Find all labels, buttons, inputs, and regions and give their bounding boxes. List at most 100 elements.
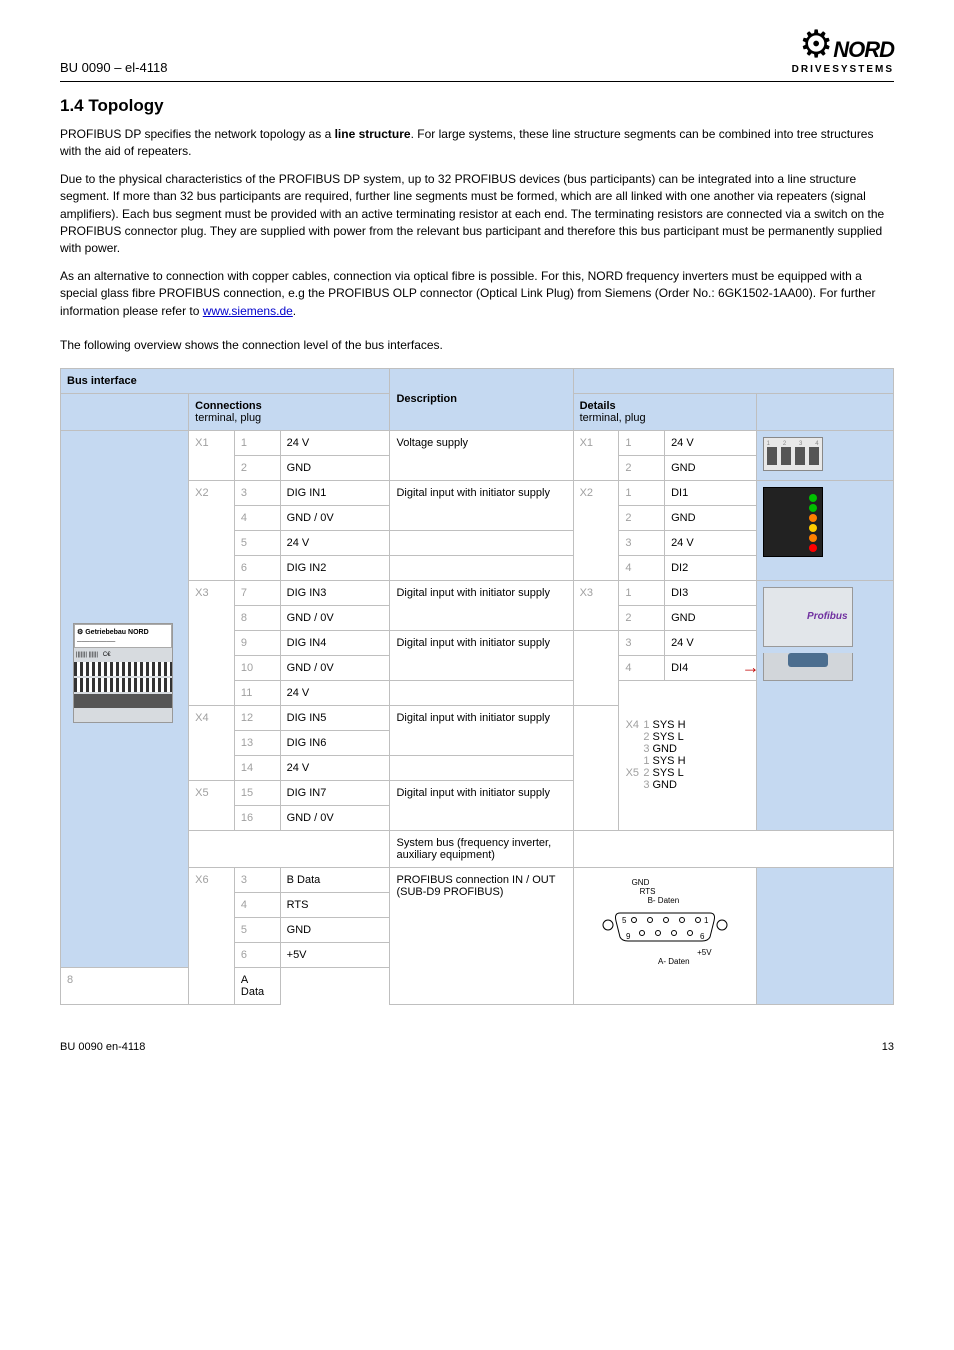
c-d: DIG IN1: [280, 480, 390, 505]
intro-paragraph-3: As an alternative to connection with cop…: [60, 268, 894, 320]
d-x4x5-block: X4 X5 1 SYS H 2 SYS L 3 GND 1 SYS H 2 SY…: [619, 680, 756, 830]
d-d: GND: [665, 455, 757, 480]
svg-text:6: 6: [700, 932, 705, 941]
c-t: X3: [189, 580, 235, 705]
c-n: 9: [234, 630, 280, 655]
d-n: 2: [619, 455, 665, 480]
gear-icon: ⚙: [799, 24, 833, 66]
c-desc: Digital input with initiator supply: [390, 780, 573, 830]
dn: 2: [643, 731, 649, 743]
c-t: X2: [189, 480, 235, 580]
sub-paragraph: The following overview shows the connect…: [60, 338, 894, 352]
c-d: A Data: [234, 967, 280, 1004]
c-desc: Digital input with initiator supply: [390, 480, 573, 530]
c-desc-x6: PROFIBUS connection IN / OUT (SUB-D9 PRO…: [390, 867, 573, 1004]
page-footer: BU 0090 en-4118 13: [60, 1041, 894, 1053]
c-d: GND: [280, 917, 390, 942]
c-desc: Voltage supply: [390, 430, 573, 480]
d-d: DI1: [665, 480, 757, 505]
c-n: 1: [234, 430, 280, 455]
header-logo: ⚙NORD DRIVESYSTEMS: [784, 30, 894, 75]
th-conn-1: Connections: [195, 400, 262, 412]
dd: SYS L: [653, 731, 684, 743]
c-n: 4: [234, 892, 280, 917]
d-t-x5: X5: [625, 767, 639, 779]
footer-right: 13: [882, 1041, 894, 1053]
c-n: 13: [234, 730, 280, 755]
th-blank-left: [61, 393, 189, 430]
lbl: RTS: [632, 887, 730, 896]
c-n: 4: [234, 505, 280, 530]
c-d: 24 V: [280, 430, 390, 455]
c-n: 2: [234, 455, 280, 480]
d-t: X3: [573, 580, 619, 630]
lbl: GND: [632, 878, 730, 887]
d-n: 2: [619, 505, 665, 530]
d-n: 4: [619, 555, 665, 580]
nord-logo: ⚙NORD DRIVESYSTEMS: [792, 30, 894, 75]
table-row: ⚙ Getriebebau NORD───────── ||||||| ||||…: [61, 430, 894, 455]
page-header: BU 0090 – el-4118 ⚙NORD DRIVESYSTEMS: [60, 30, 894, 82]
d-t: X2: [573, 480, 619, 580]
page: BU 0090 – el-4118 ⚙NORD DRIVESYSTEMS 1.4…: [0, 0, 954, 1093]
c-d: 24 V: [280, 755, 390, 780]
c-t: X4: [189, 705, 235, 780]
c-t: X5: [189, 780, 235, 830]
led-image: [763, 487, 823, 557]
c-d: B Data: [280, 867, 390, 892]
detail-profibus: Profibus →: [756, 580, 893, 830]
c-t-x6: X6: [189, 867, 235, 1004]
th-connections-left: Connections terminal, plug: [189, 393, 390, 430]
d-d: DI2: [665, 555, 757, 580]
profibus-label: Profibus: [807, 611, 848, 622]
c-desc-empty: [390, 680, 573, 705]
d-n: 3: [619, 530, 665, 555]
db9-port-image: [788, 653, 828, 667]
c-desc: Digital input with initiator supply: [390, 630, 573, 680]
c-d: GND / 0V: [280, 655, 390, 680]
dd: SYS L: [653, 767, 684, 779]
blank: [189, 830, 390, 867]
svg-text:5: 5: [622, 916, 627, 925]
d-n: 2: [619, 605, 665, 630]
d-d: 24 V: [665, 530, 757, 555]
th-det-2: terminal, plug: [580, 412, 646, 424]
th-description: Description: [390, 368, 573, 430]
d-n: 1: [619, 430, 665, 455]
c-desc-empty: [390, 555, 573, 580]
th-blank-right: [756, 393, 893, 430]
dn: 2: [643, 767, 649, 779]
intro-1b: line structure: [335, 127, 411, 141]
d-d: DI3: [665, 580, 757, 605]
c-desc: Digital input with initiator supply: [390, 705, 573, 755]
d-d: GND: [665, 505, 757, 530]
c-n: 10: [234, 655, 280, 680]
intro-3a: As an alternative to connection with cop…: [60, 269, 875, 318]
blank: [573, 830, 893, 867]
detail-blank-x6: [756, 867, 893, 1004]
logo-sub: DRIVESYSTEMS: [792, 64, 894, 75]
c-desc-sysbus: System bus (frequency inverter, auxiliar…: [390, 830, 573, 867]
d-d: 24 V: [665, 630, 757, 655]
c-n: 11: [234, 680, 280, 705]
c-desc-empty: [390, 530, 573, 555]
c-n: 7: [234, 580, 280, 605]
dn: 1: [643, 719, 649, 731]
c-desc-empty: [390, 755, 573, 780]
c-n: 8: [61, 967, 189, 1004]
c-d: GND: [280, 455, 390, 480]
intro-1a: PROFIBUS DP specifies the network topolo…: [60, 127, 335, 141]
dd: GND: [653, 743, 677, 755]
c-d: 24 V: [280, 680, 390, 705]
intro-paragraph-2: Due to the physical characteristics of t…: [60, 171, 894, 258]
siemens-link[interactable]: www.siemens.de: [203, 304, 293, 318]
c-d: +5V: [280, 942, 390, 967]
header-fileref: BU 0090 – el-4118: [60, 60, 784, 75]
c-d: GND / 0V: [280, 805, 390, 830]
d-n: 3: [619, 630, 665, 655]
c-d: DIG IN4: [280, 630, 390, 655]
lbl: A- Daten: [600, 957, 712, 966]
c-n: 3: [234, 480, 280, 505]
c-n: 16: [234, 805, 280, 830]
c-n: 3: [234, 867, 280, 892]
